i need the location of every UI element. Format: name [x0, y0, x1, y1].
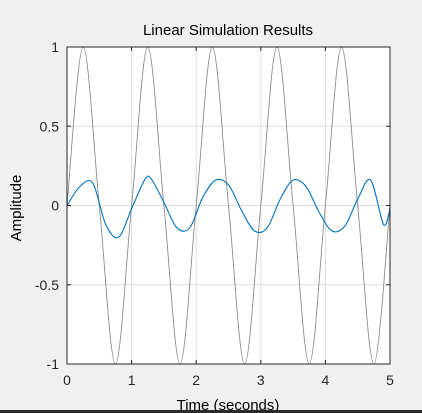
x-tick-label: 5: [386, 372, 394, 388]
chart-title: Linear Simulation Results: [143, 22, 313, 39]
y-tick-label: 1: [51, 39, 59, 55]
y-tick-label: 0: [51, 198, 59, 214]
x-tick-label: 3: [257, 372, 265, 388]
series-line-2: [66, 175, 391, 239]
x-tick-label: 4: [322, 372, 330, 388]
x-tick-label: 0: [63, 372, 71, 388]
y-axis-label: Amplitude: [8, 175, 25, 242]
x-axis-label: Time (seconds): [177, 397, 280, 413]
x-tick-label: 2: [192, 372, 200, 388]
y-tick-label: -1: [47, 356, 60, 372]
tick-labels: 0 1 2 3 4 5 1 0.5 0 -0.5 -1: [35, 39, 394, 388]
series-layer: [66, 46, 391, 365]
series-line-1: [66, 46, 391, 365]
axis-ticks: [66, 46, 391, 365]
window-bottom-edge: [0, 410, 422, 413]
y-tick-label: -0.5: [35, 277, 59, 293]
y-tick-label: 0.5: [40, 118, 60, 134]
x-tick-label: 1: [128, 372, 136, 388]
